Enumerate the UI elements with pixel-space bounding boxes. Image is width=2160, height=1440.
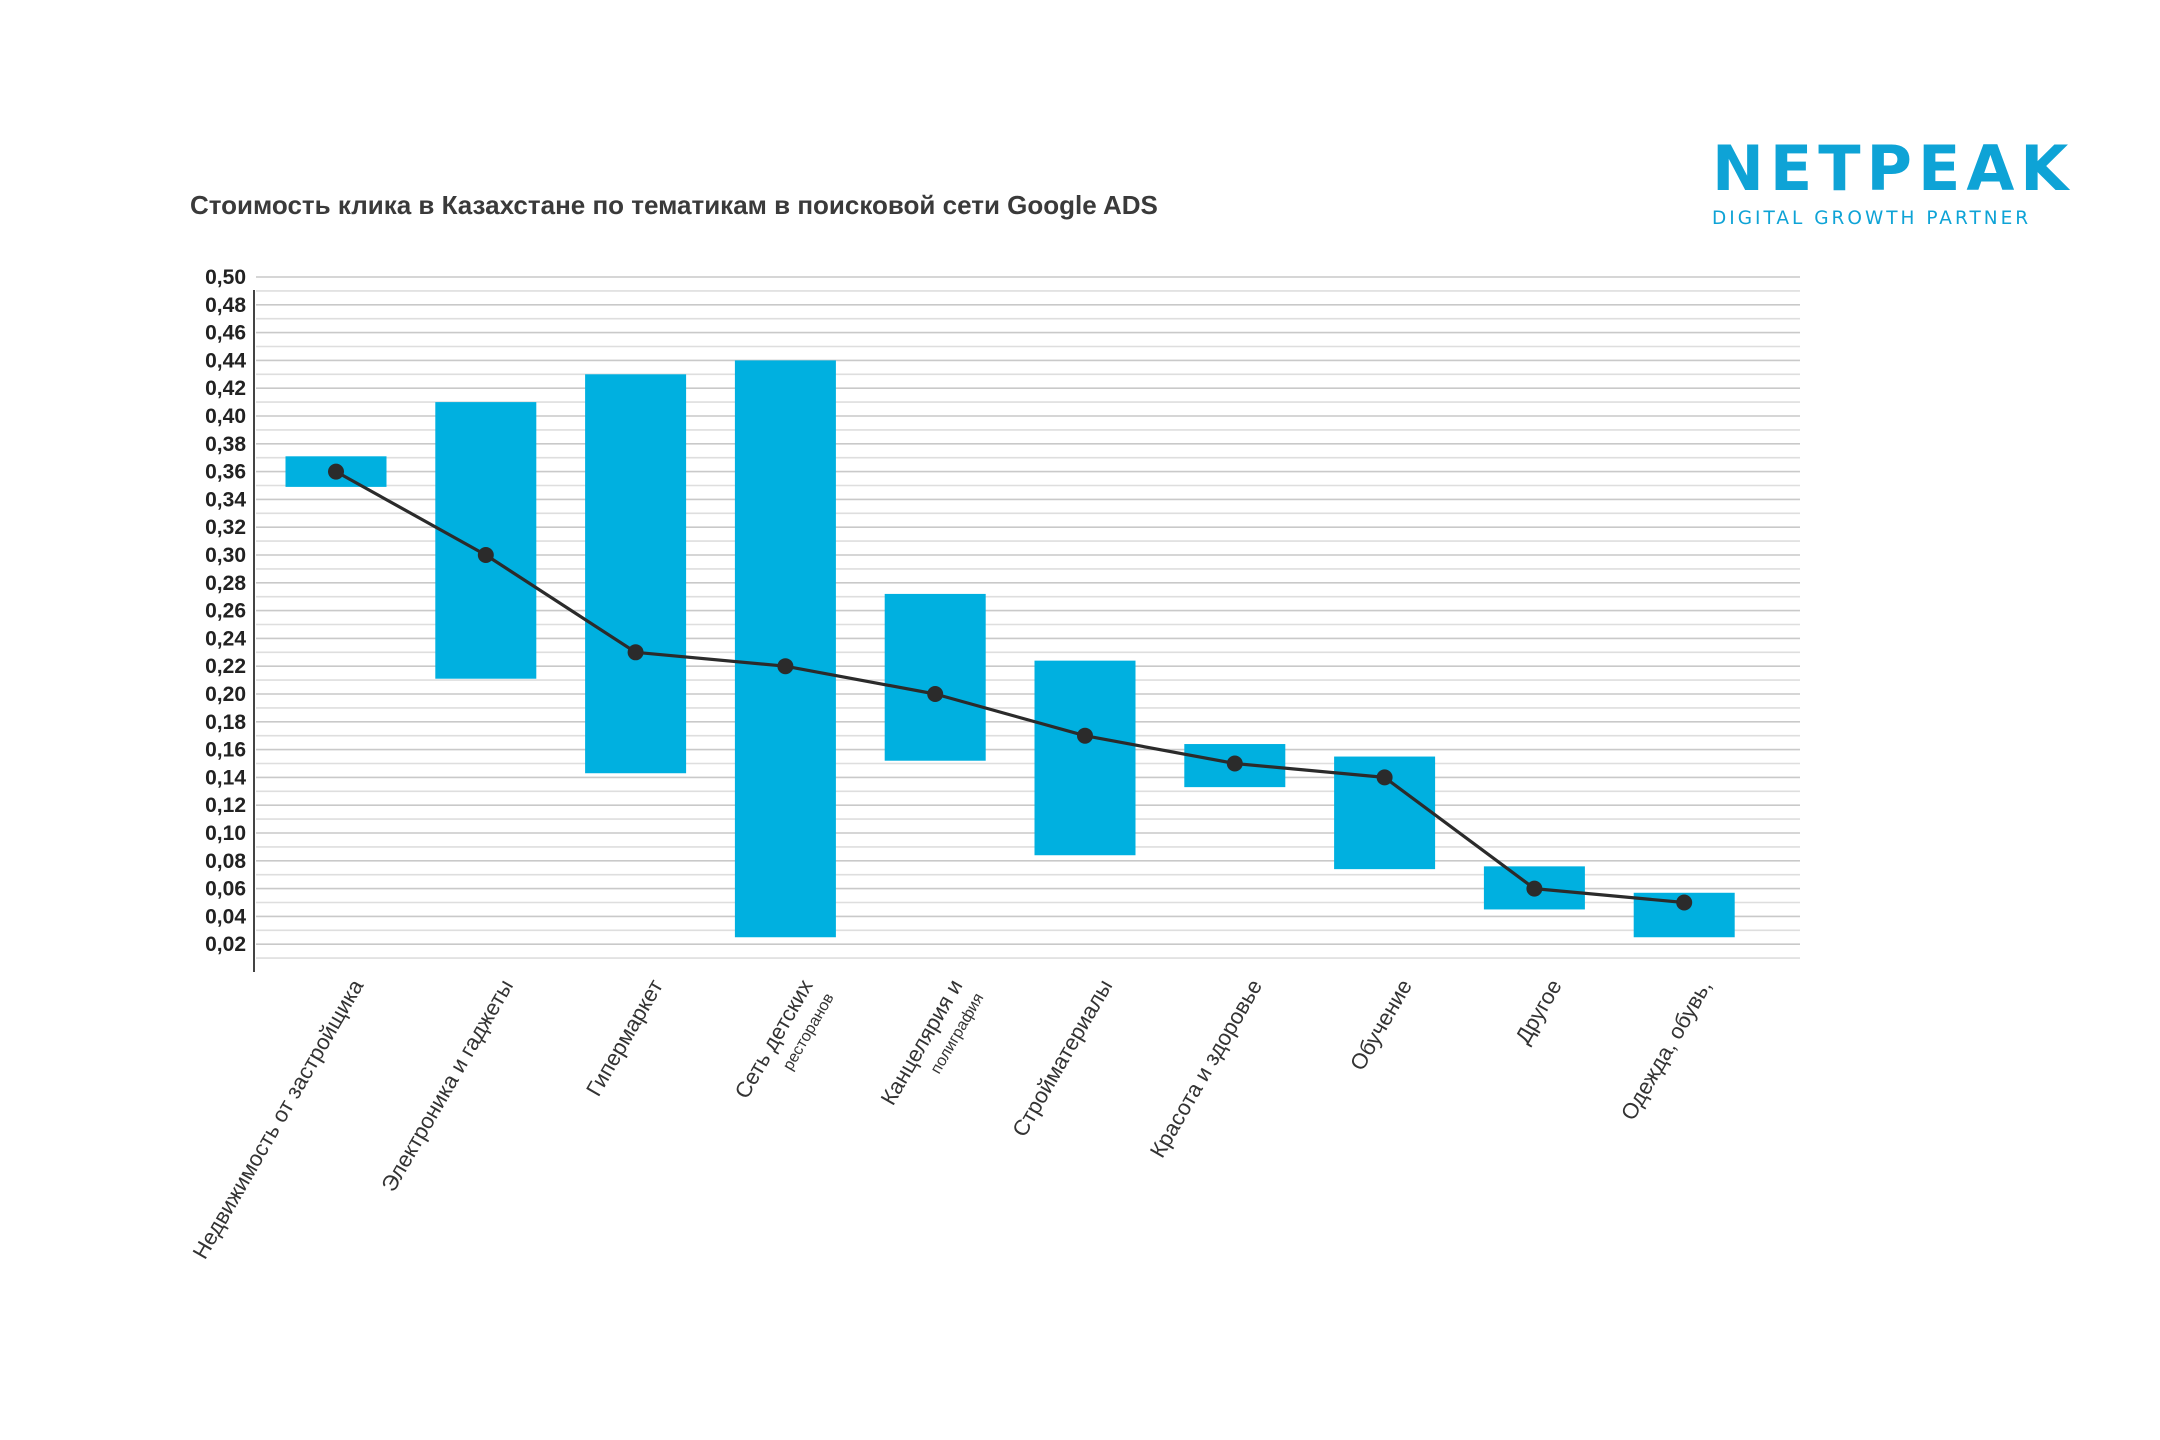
x-category-label-line1: Электроника и гаджеты [376, 975, 518, 1196]
average-point [627, 644, 644, 661]
average-point [1676, 894, 1693, 911]
y-tick-label: 0,40 [205, 405, 246, 428]
y-tick-label: 0,04 [205, 905, 246, 928]
x-category-label-line1: Одежда, обувь, [1616, 975, 1717, 1124]
y-tick-label: 0,32 [205, 516, 246, 539]
chart-title: Стоимость клика в Казахстане по тематика… [190, 190, 1158, 220]
x-category-label-line1: Стройматериалы [1007, 975, 1117, 1141]
y-tick-label: 0,06 [205, 878, 246, 901]
range-bars [285, 360, 1735, 938]
y-tick-label: 0,24 [205, 627, 246, 650]
x-category-label-line1: Недвижимость от застройщика [188, 974, 369, 1263]
x-category-label-line1: Другое [1510, 975, 1567, 1048]
x-category-label-line1: Обучение [1345, 975, 1417, 1075]
average-point [927, 686, 944, 702]
average-point [1077, 727, 1093, 744]
y-tick-label: 0,12 [205, 794, 246, 817]
y-tick-label: 0,30 [205, 544, 246, 567]
average-point [1526, 880, 1543, 897]
average-point [1226, 755, 1243, 772]
range-bar [435, 402, 537, 679]
average-point [328, 463, 344, 480]
y-tick-label: 0,10 [205, 822, 246, 845]
x-category-label: Недвижимость от застройщика [188, 974, 369, 1263]
average-line [328, 463, 1693, 911]
range-bar [884, 593, 986, 761]
x-category-label: Красота и здоровье [1145, 975, 1267, 1162]
average-point [777, 658, 794, 675]
y-tick-label: 0,44 [205, 349, 246, 372]
y-tick-label: 0,18 [205, 711, 246, 734]
y-tick-label: 0,38 [205, 433, 246, 456]
y-tick-label: 0,14 [205, 766, 246, 789]
range-bar [1034, 660, 1136, 856]
average-line-path [335, 470, 1685, 905]
y-tick-label: 0,02 [205, 933, 246, 956]
y-tick-label: 0,34 [205, 488, 246, 511]
x-category-label: Электроника и гаджеты [376, 975, 518, 1196]
x-category-label-line1: Красота и здоровье [1145, 975, 1267, 1162]
y-tick-label: 0,16 [205, 739, 246, 762]
x-category-label: Обучение [1345, 975, 1417, 1075]
x-category-label-line1: Гипермаркет [581, 975, 668, 1100]
y-tick-label: 0,22 [205, 655, 246, 678]
x-category-label: Гипермаркет [581, 975, 668, 1100]
y-tick-label: 0,42 [205, 377, 246, 400]
logo-tagline: DIGITAL GROWTH PARTNER [1712, 208, 2032, 229]
range-bar [585, 374, 687, 774]
y-tick-label: 0,36 [205, 461, 246, 484]
x-category-label: Стройматериалы [1007, 975, 1117, 1141]
y-tick-label: 0,50 [205, 266, 246, 289]
y-tick-label: 0,26 [205, 600, 246, 623]
y-tick-label: 0,20 [205, 683, 246, 706]
x-category-label: Другое [1510, 975, 1567, 1048]
y-tick-label: 0,28 [205, 572, 246, 595]
average-point [1376, 769, 1393, 786]
logo-wordmark: NETPEAK [1712, 132, 2075, 205]
netpeak-logo: NETPEAK DIGITAL GROWTH PARTNER [1712, 132, 2075, 230]
range-bar [734, 360, 836, 938]
average-point [477, 547, 494, 563]
y-tick-label: 0,46 [205, 322, 246, 345]
y-tick-label: 0,08 [205, 850, 246, 873]
x-axis-category-labels: Недвижимость от застройщика Электроника и… [188, 974, 1717, 1263]
x-category-label: Одежда, обувь, [1616, 975, 1717, 1124]
y-axis-tick-labels: 0,02 0,04 0,06 0,08 0,10 0,12 0,14 0,16 0,18 0,20… [205, 266, 246, 956]
y-tick-label: 0,48 [205, 294, 246, 317]
